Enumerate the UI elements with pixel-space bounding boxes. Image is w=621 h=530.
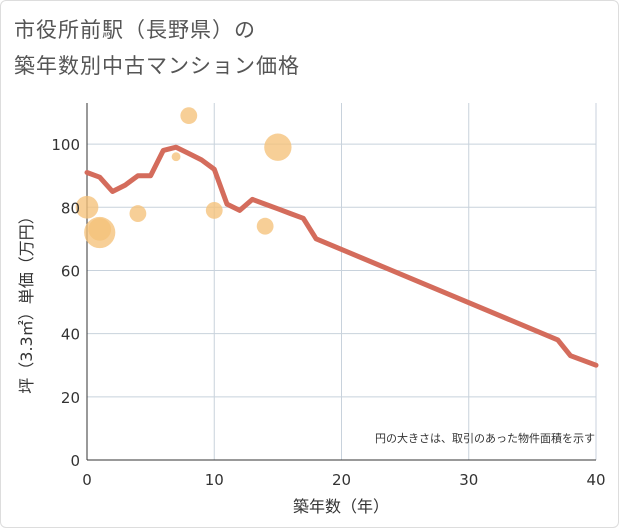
x-axis-label: 築年数（年） bbox=[293, 497, 389, 516]
x-tick-label: 10 bbox=[205, 471, 224, 489]
bubble-series bbox=[75, 107, 292, 249]
line-series bbox=[84, 144, 599, 368]
bubble-point bbox=[75, 195, 99, 219]
x-tick-label: 40 bbox=[586, 471, 605, 489]
chart-title-line-2: 築年数別中古マンション価格 bbox=[14, 54, 300, 78]
chart-title-line-1: 市役所前駅（長野県）の bbox=[14, 18, 256, 42]
y-tick-label: 100 bbox=[51, 136, 80, 154]
average-price-line bbox=[84, 144, 599, 368]
bubble-point bbox=[171, 152, 181, 162]
x-tick-label: 0 bbox=[82, 471, 92, 489]
bubble-point bbox=[264, 133, 292, 161]
bubble-size-note: 円の大きさは、取引のあった物件面積を示す bbox=[375, 431, 595, 445]
x-axis-ticks: 0 10 20 30 40 bbox=[82, 471, 605, 489]
x-tick-label: 20 bbox=[332, 471, 351, 489]
bubble-point bbox=[84, 216, 116, 249]
y-tick-label: 80 bbox=[61, 199, 80, 217]
bubble-point bbox=[129, 205, 147, 222]
chart-title: 市役所前駅（長野県）の 築年数別中古マンション価格 bbox=[14, 12, 300, 84]
y-tick-label: 0 bbox=[70, 452, 80, 470]
gridlines bbox=[86, 103, 597, 461]
y-tick-label: 40 bbox=[61, 326, 80, 344]
x-tick-label: 30 bbox=[459, 471, 478, 489]
bubble-point bbox=[180, 107, 198, 125]
bubble-point bbox=[205, 202, 223, 219]
y-axis-label: 坪（3.3㎡）単価（万円） bbox=[17, 208, 36, 393]
bubble-point bbox=[256, 217, 274, 235]
y-tick-label: 60 bbox=[61, 262, 80, 280]
y-tick-label: 20 bbox=[61, 389, 80, 407]
y-axis-ticks: 0 20 40 60 80 100 bbox=[51, 136, 80, 470]
